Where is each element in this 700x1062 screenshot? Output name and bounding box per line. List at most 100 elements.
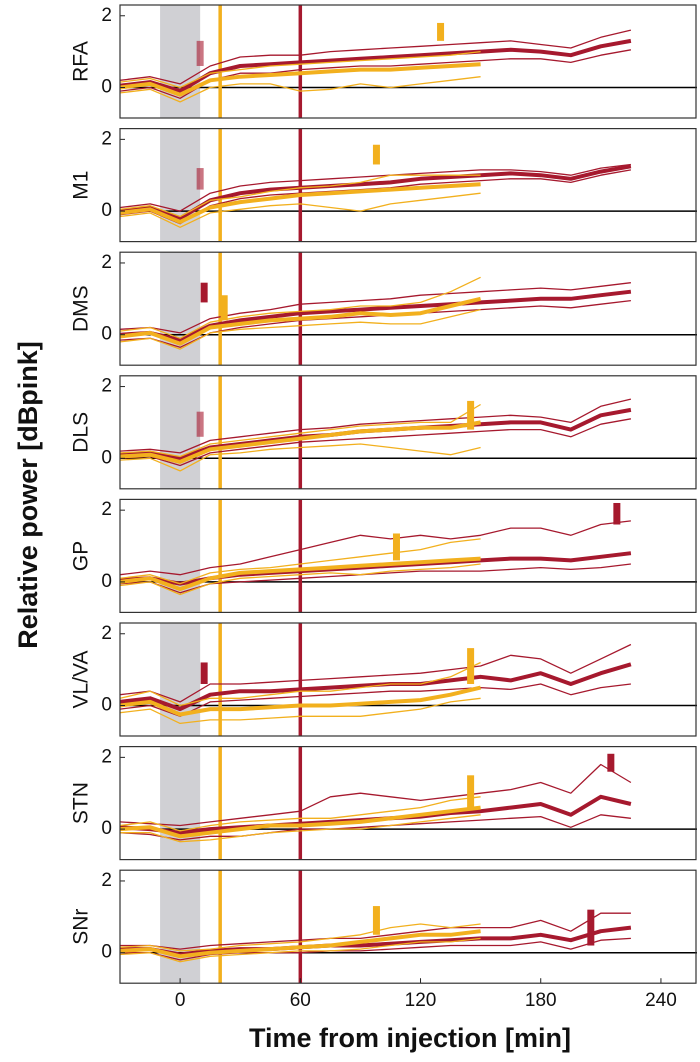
shade (160, 5, 201, 118)
series-line (120, 163, 631, 212)
series-line (120, 418, 632, 467)
shade (160, 375, 201, 489)
series-line (120, 683, 631, 717)
series-line (120, 937, 481, 963)
panel-frame (119, 498, 697, 613)
series-line (120, 192, 481, 228)
y-tick-label: 2 (101, 623, 112, 644)
significance-marker (607, 753, 615, 772)
series-line (120, 661, 481, 707)
series-line (120, 556, 481, 592)
panel-label: DLS (70, 412, 93, 453)
panel-label: RFA (70, 41, 93, 82)
series-line (120, 685, 482, 717)
panel-label: SNr (70, 909, 93, 945)
series-line (120, 912, 631, 950)
plot-area (120, 128, 697, 242)
shade (160, 252, 201, 366)
series-line (120, 174, 481, 218)
series-line (120, 443, 481, 472)
y-tick-label: 0 (101, 818, 112, 839)
significance-marker (196, 411, 204, 437)
series-line (120, 276, 481, 339)
shade (160, 623, 201, 736)
significance-marker (372, 906, 380, 935)
y-tick-label: 0 (101, 571, 112, 592)
y-axis-title: Relative power [dBpink] (13, 341, 43, 649)
series-line (120, 937, 631, 961)
panel-frame (119, 128, 697, 243)
significance-marker (467, 648, 475, 684)
series-line (120, 929, 481, 959)
plot-area (120, 5, 697, 118)
panel-label: STN (70, 782, 93, 824)
series-line (120, 296, 482, 346)
significance-marker (587, 909, 595, 946)
y-tick-label: 0 (101, 447, 112, 468)
significance-marker (613, 502, 621, 525)
significance-marker (220, 295, 228, 321)
panel-frame (119, 745, 697, 861)
plot-area (120, 870, 697, 984)
plot-area (120, 746, 697, 860)
shade (160, 746, 201, 860)
series-line (120, 805, 481, 839)
series-line (120, 923, 481, 952)
significance-marker (437, 22, 445, 41)
series-line (120, 420, 481, 464)
shade (160, 870, 201, 984)
series-line (120, 50, 481, 89)
plot-area (120, 375, 697, 489)
shade (160, 499, 201, 613)
series-line (120, 62, 481, 97)
series-line (120, 308, 481, 350)
panel-label: VL/VA (70, 651, 93, 709)
x-tick-label: 0 (175, 990, 186, 1011)
significance-marker (372, 144, 380, 165)
y-tick-label: 2 (101, 376, 112, 397)
series-line (120, 796, 481, 832)
panel-frame (119, 869, 697, 984)
y-tick-label: 2 (101, 870, 112, 891)
x-axis-title: Time from injection [min] (249, 1023, 571, 1053)
shade (160, 128, 201, 242)
series-line (120, 763, 632, 827)
significance-marker (196, 168, 204, 190)
plot-area (120, 252, 697, 366)
significance-marker (200, 662, 208, 684)
significance-marker (196, 40, 204, 66)
panel-label: DMS (70, 285, 93, 332)
series-line (120, 182, 481, 224)
panel-frame (119, 4, 697, 119)
panel-label: GP (70, 541, 93, 571)
series-line (120, 403, 481, 458)
y-tick-label: 0 (101, 324, 112, 345)
x-tick-label: 180 (525, 990, 557, 1011)
series-line (120, 697, 481, 725)
series-line (120, 563, 481, 596)
y-tick-label: 0 (101, 942, 112, 963)
plot-area (120, 499, 697, 613)
x-tick-label: 120 (405, 990, 437, 1011)
series-line (120, 520, 631, 576)
panel-frame (119, 622, 697, 737)
significance-marker (467, 400, 475, 430)
series-line (120, 814, 481, 843)
y-tick-label: 0 (101, 200, 112, 221)
series-line (120, 398, 632, 454)
series-line (120, 282, 631, 334)
x-tick-label: 60 (290, 990, 311, 1011)
significance-marker (200, 282, 208, 303)
significance-marker (392, 533, 400, 561)
series-line (120, 662, 632, 712)
y-tick-label: 2 (101, 128, 112, 149)
y-tick-label: 2 (101, 746, 112, 767)
series-line (120, 76, 481, 103)
significance-marker (467, 775, 475, 808)
series-line (120, 538, 481, 585)
y-tick-label: 0 (101, 77, 112, 98)
y-tick-label: 2 (101, 5, 112, 26)
panel-frame (119, 251, 697, 366)
y-tick-label: 2 (101, 252, 112, 273)
